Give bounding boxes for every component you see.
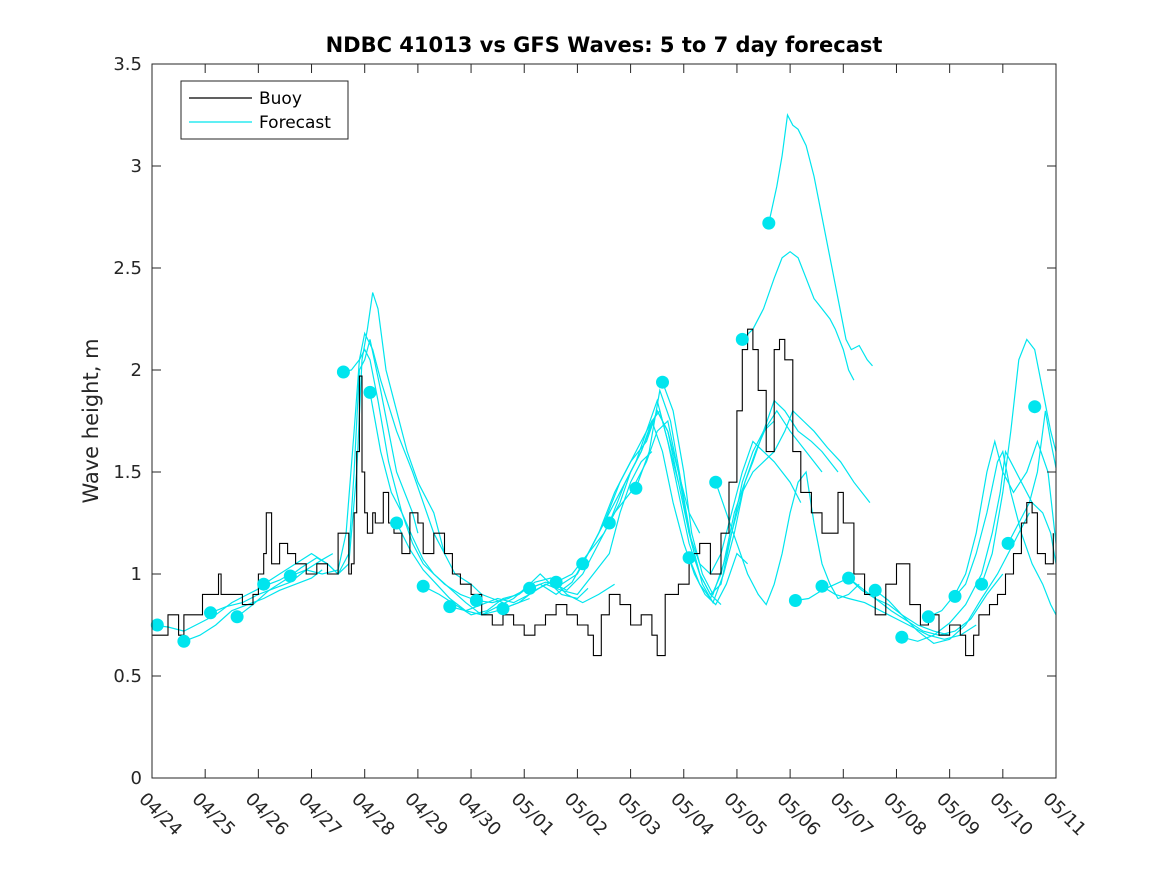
y-tick-label: 3.5 [113,54,142,75]
forecast-marker-11 [469,594,483,607]
chart-title: NDBC 41013 vs GFS Waves: 5 to 7 day fore… [326,33,883,57]
forecast-line-32 [1007,410,1057,544]
forecast-marker-1 [177,634,191,648]
forecast-marker-15 [576,557,590,571]
y-tick-label: 1.5 [113,462,142,483]
forecast-marker-28 [921,610,935,624]
forecast-marker-4 [257,577,271,591]
forecast-marker-32 [1028,400,1042,414]
forecast-line-27 [874,512,1030,645]
y-tick-label: 0 [131,768,142,789]
forecast-marker-19 [682,551,696,565]
forecast-line-26 [848,573,1004,636]
forecast-marker-6 [336,365,350,379]
forecast-marker-14 [549,575,563,589]
forecast-line-25 [821,585,977,640]
forecast-line-13 [502,419,701,610]
forecast-marker-18 [656,375,669,389]
forecast-line-23 [768,113,873,367]
forecast-line-3 [210,553,334,614]
forecast-marker-2 [204,606,217,620]
forecast-marker-16 [602,516,616,530]
legend-box [180,80,349,140]
forecast-line-21 [715,470,860,606]
y-tick-label: 0.5 [113,666,142,687]
forecast-marker-13 [523,581,537,595]
forecast-marker-24 [815,579,829,593]
forecast-marker-0 [150,618,164,632]
forecast-marker-20 [709,475,723,489]
forecast-marker-25 [842,571,856,585]
forecast-marker-27 [895,630,909,644]
forecast-marker-5 [283,569,297,583]
y-tick-label: 3 [131,156,142,177]
y-tick-label: 2.5 [113,258,142,279]
forecast-marker-12 [496,602,510,616]
forecast-line-1 [151,573,291,632]
forecast-line-22 [741,250,855,381]
plot-area [150,113,1057,657]
forecast-marker-26 [868,583,882,597]
forecast-marker-17 [629,481,643,495]
forecast-line-30 [954,449,1057,616]
y-tick-label: 2 [131,360,142,381]
forecast-marker-9 [416,579,430,593]
forecast-marker-23 [788,594,802,607]
forecast-line-19 [661,381,839,596]
legend-buoy-label: Buoy [259,89,302,109]
y-axis-label: Wave height, m [79,338,103,503]
y-tick-label: 1 [131,564,142,585]
forecast-marker-8 [390,516,404,530]
forecast-marker-31 [1001,536,1015,550]
legend-forecast-label: Forecast [259,113,331,133]
forecast-marker-30 [975,577,989,591]
buoy-line [152,328,1054,657]
forecast-line-31 [981,338,1057,585]
legend: Buoy Forecast [180,80,349,140]
forecast-marker-22 [762,216,776,230]
forecast-line-18 [635,388,823,605]
forecast-marker-29 [948,589,962,603]
axes-frame [151,63,1057,779]
forecast-marker-3 [230,610,244,624]
forecast-marker-7 [363,385,377,399]
forecast-line-5 [263,292,446,585]
forecast-marker-21 [735,332,749,346]
forecast-marker-10 [443,600,457,614]
forecast-line-7 [343,331,504,604]
